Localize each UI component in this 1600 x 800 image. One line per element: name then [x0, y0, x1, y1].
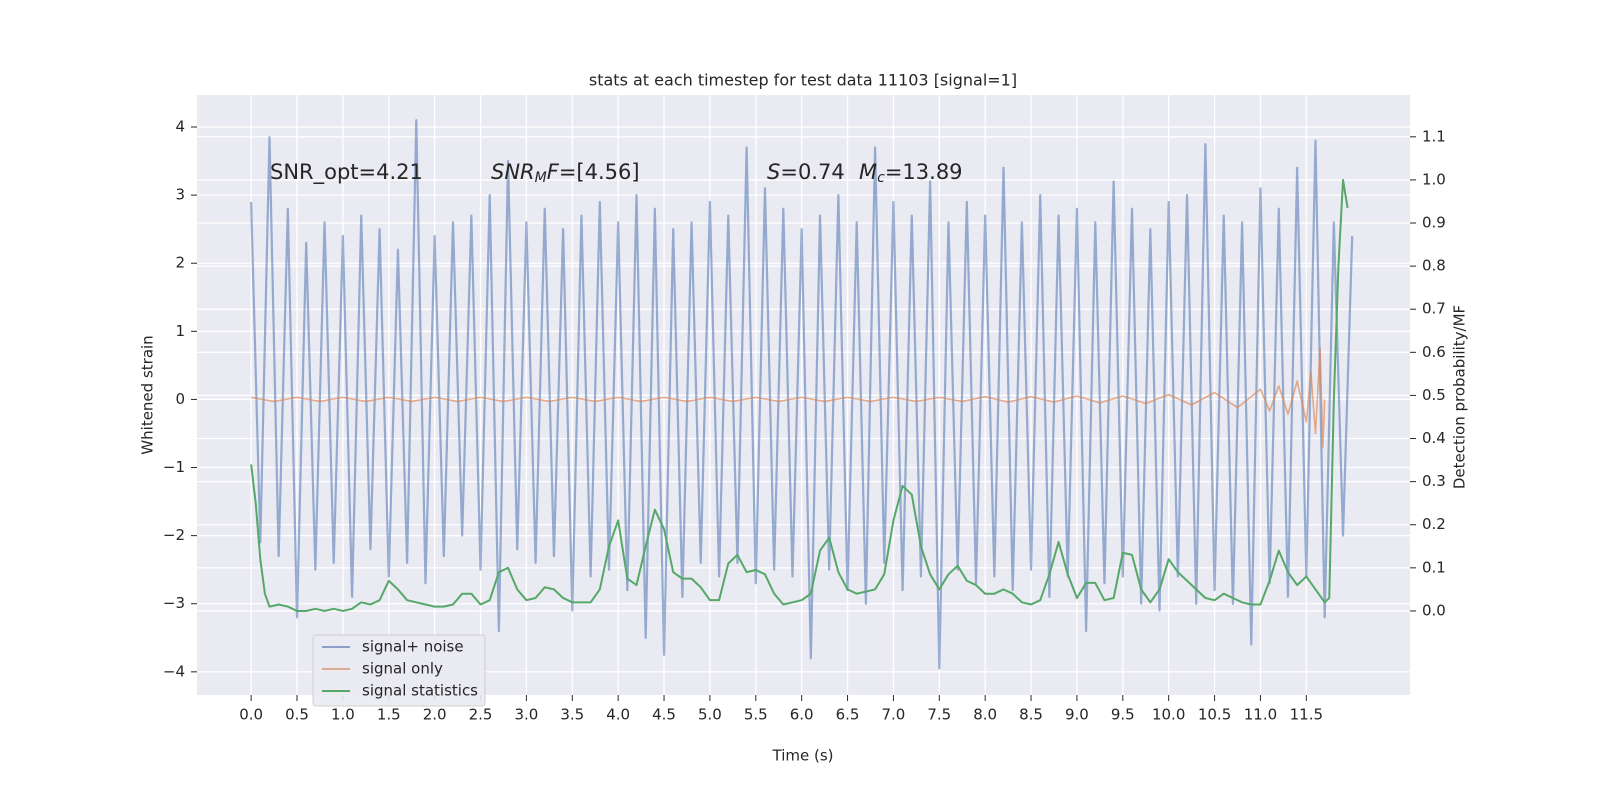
annotation: S=0.74	[767, 160, 845, 184]
x-tick-label: 7.0	[881, 706, 905, 724]
annotation-part: SNR_opt=4.21	[270, 160, 423, 185]
legend-label: signal only	[362, 660, 443, 678]
y2-tick-label: 0.3	[1422, 472, 1446, 490]
y2-tick-label: 0.5	[1422, 386, 1446, 404]
annotation-part: =[4.56]	[559, 160, 640, 184]
y-tick-label: 1	[175, 322, 185, 340]
legend-label: signal statistics	[362, 682, 478, 700]
x-tick-label: 2.0	[423, 706, 447, 724]
legend-box	[312, 634, 486, 707]
annotation-part: M	[535, 170, 547, 186]
y-tick-label: −3	[163, 594, 185, 612]
annotation-part: SNR	[491, 160, 535, 184]
x-tick-label: 11.5	[1290, 706, 1323, 724]
y-tick-label: 2	[175, 254, 185, 272]
y2-tick-label: 0.1	[1422, 558, 1446, 576]
y2-tick-label: 0.8	[1422, 257, 1446, 275]
y-tick-label: −2	[163, 526, 185, 544]
x-tick-label: 7.5	[927, 706, 951, 724]
y2-tick-label: 1.0	[1422, 170, 1446, 188]
y-axis-label: Whitened strain	[139, 335, 157, 454]
x-tick-label: 1.5	[377, 706, 401, 724]
x-tick-label: 6.0	[790, 706, 814, 724]
x-tick-label: 10.0	[1152, 706, 1185, 724]
y-tick-label: 4	[175, 118, 185, 136]
y2-tick-label: 0.4	[1422, 429, 1446, 447]
x-tick-label: 11.0	[1244, 706, 1277, 724]
y-tick-label: −4	[163, 662, 185, 680]
annotation-part: =0.74	[780, 160, 844, 184]
x-tick-label: 5.0	[698, 706, 722, 724]
y2-tick-label: 0.2	[1422, 515, 1446, 533]
annotation: SNR_opt=4.21	[270, 160, 423, 185]
y2-tick-label: 1.1	[1422, 127, 1446, 145]
y-tick-label: 3	[175, 186, 185, 204]
series-line	[250, 347, 1326, 448]
annotation-part: S	[767, 160, 780, 184]
chart-title: stats at each timestep for test data 111…	[589, 71, 1017, 90]
x-tick-label: 9.5	[1111, 706, 1135, 724]
y-tick-label: −1	[163, 458, 185, 476]
annotation: Mc=13.89	[859, 160, 963, 186]
y2-tick-label: 0.6	[1422, 343, 1446, 361]
x-tick-label: 1.0	[331, 706, 355, 724]
y2-tick-label: 0.7	[1422, 300, 1446, 318]
annotation-part: c	[877, 170, 885, 186]
y-tick-label: 0	[175, 390, 185, 408]
x-tick-label: 3.0	[514, 706, 538, 724]
x-tick-label: 3.5	[560, 706, 584, 724]
legend-label: signal+ noise	[362, 638, 464, 656]
annotation: SNRMF=[4.56]	[491, 160, 640, 186]
x-tick-label: 2.5	[469, 706, 493, 724]
x-tick-label: 4.0	[606, 706, 630, 724]
x-axis-label: Time (s)	[772, 747, 834, 765]
x-tick-label: 0.5	[285, 706, 309, 724]
annotation-part: =13.89	[885, 160, 963, 184]
x-tick-label: 8.5	[1019, 706, 1043, 724]
x-tick-label: 5.5	[744, 706, 768, 724]
x-tick-label: 6.5	[836, 706, 860, 724]
y2-tick-label: 0.9	[1422, 214, 1446, 232]
y2-tick-label: 0.0	[1422, 601, 1446, 619]
annotation-part: M	[859, 160, 877, 184]
series-line	[250, 119, 1354, 670]
series-line	[250, 178, 1349, 612]
x-tick-label: 10.5	[1198, 706, 1231, 724]
x-tick-label: 9.0	[1065, 706, 1089, 724]
x-tick-label: 0.0	[239, 706, 263, 724]
annotation-part: F	[547, 160, 560, 184]
x-tick-label: 4.5	[652, 706, 676, 724]
x-tick-label: 8.0	[973, 706, 997, 724]
y2-axis-label: Detection probability/MF	[1451, 305, 1469, 489]
